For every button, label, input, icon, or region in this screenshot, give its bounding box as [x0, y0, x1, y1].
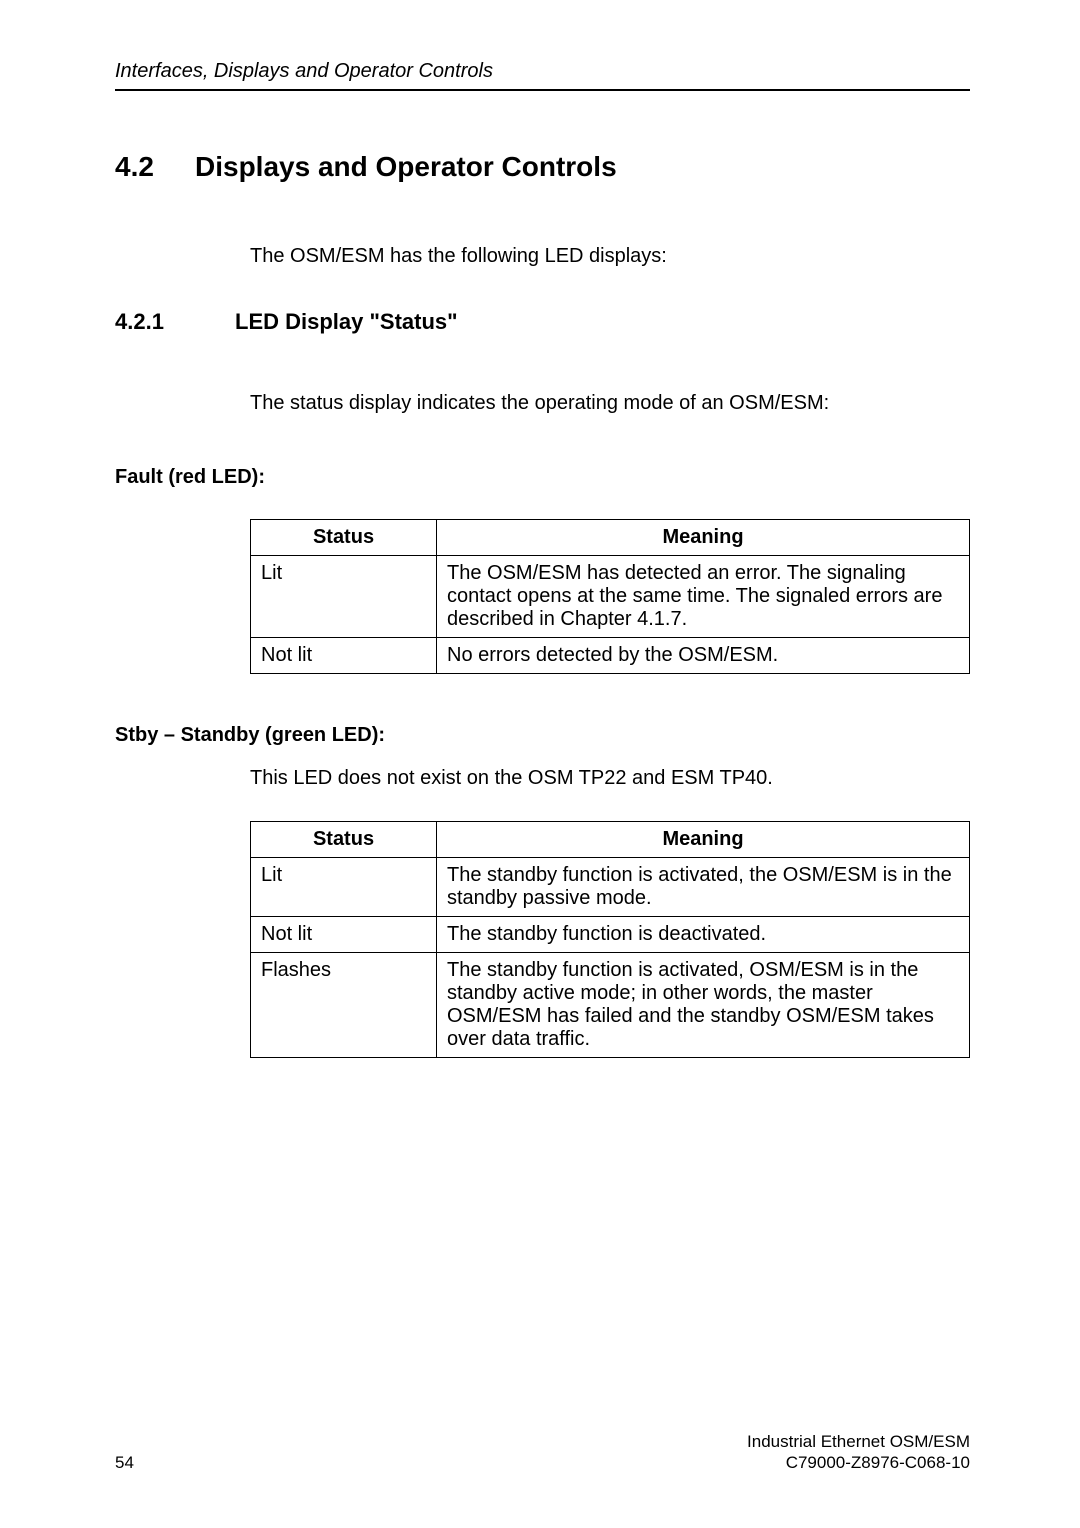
col-meaning: Meaning	[437, 822, 970, 858]
fault-table: Status Meaning Lit The OSM/ESM has detec…	[250, 519, 970, 674]
cell-status: Not lit	[251, 917, 437, 953]
cell-status: Lit	[251, 556, 437, 638]
cell-status: Flashes	[251, 953, 437, 1058]
page-number: 54	[115, 1453, 134, 1473]
cell-meaning: The OSM/ESM has detected an error. The s…	[437, 556, 970, 638]
header-rule	[115, 89, 970, 91]
doc-title: Industrial Ethernet OSM/ESM	[747, 1431, 970, 1452]
section-intro: The OSM/ESM has the following LED displa…	[250, 243, 970, 269]
section-number: 4.2	[115, 151, 195, 183]
cell-status: Not lit	[251, 638, 437, 674]
table-row: Lit The OSM/ESM has detected an error. T…	[251, 556, 970, 638]
table-header-row: Status Meaning	[251, 822, 970, 858]
doc-code: C79000-Z8976-C068-10	[747, 1452, 970, 1473]
subsection-number: 4.2.1	[115, 309, 235, 335]
section-heading: 4.2Displays and Operator Controls	[115, 151, 970, 183]
cell-meaning: The standby function is activated, the O…	[437, 858, 970, 917]
subsection-heading: 4.2.1LED Display "Status"	[115, 309, 970, 335]
subsection-intro: The status display indicates the operati…	[250, 390, 970, 416]
fault-heading: Fault (red LED):	[115, 466, 970, 489]
col-status: Status	[251, 520, 437, 556]
table-header-row: Status Meaning	[251, 520, 970, 556]
stby-heading: Stby – Standby (green LED):	[115, 724, 970, 747]
cell-meaning: No errors detected by the OSM/ESM.	[437, 638, 970, 674]
subsection-title: LED Display "Status"	[235, 309, 458, 334]
col-status: Status	[251, 822, 437, 858]
table-row: Not lit No errors detected by the OSM/ES…	[251, 638, 970, 674]
stby-note: This LED does not exist on the OSM TP22 …	[250, 765, 970, 791]
cell-meaning: The standby function is deactivated.	[437, 917, 970, 953]
cell-status: Lit	[251, 858, 437, 917]
table-row: Lit The standby function is activated, t…	[251, 858, 970, 917]
running-head: Interfaces, Displays and Operator Contro…	[115, 60, 970, 89]
table-row: Not lit The standby function is deactiva…	[251, 917, 970, 953]
stby-table: Status Meaning Lit The standby function …	[250, 821, 970, 1058]
col-meaning: Meaning	[437, 520, 970, 556]
cell-meaning: The standby function is activated, OSM/E…	[437, 953, 970, 1058]
table-row: Flashes The standby function is activate…	[251, 953, 970, 1058]
doc-info: Industrial Ethernet OSM/ESM C79000-Z8976…	[747, 1431, 970, 1474]
section-title: Displays and Operator Controls	[195, 151, 617, 182]
